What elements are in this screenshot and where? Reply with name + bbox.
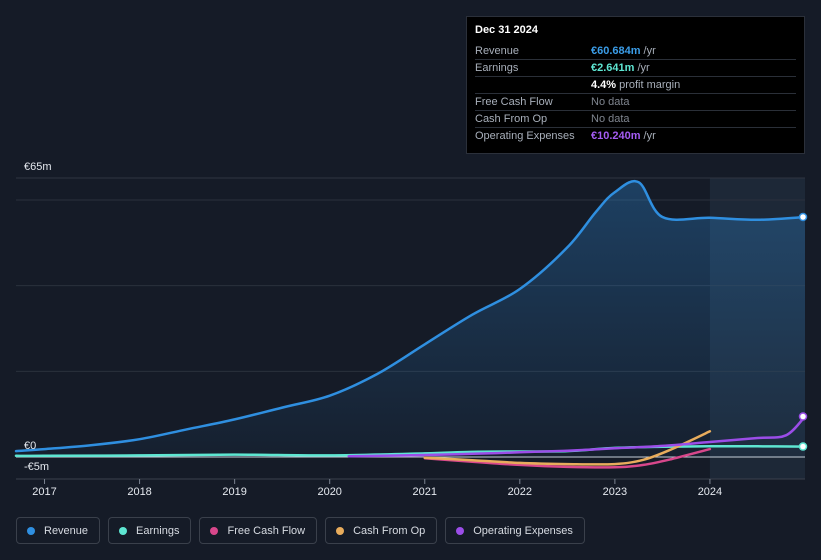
x-tick-label: 2021 [413,486,437,498]
tooltip-row-label: Revenue [475,45,520,57]
legend-item-operating-expenses[interactable]: Operating Expenses [445,517,585,544]
tooltip: Dec 31 2024 Revenue €60.684m/yr Earnings €2… [466,16,805,154]
legend-dot-icon [210,526,219,535]
x-tick-label: 2020 [317,486,341,498]
earnings-end-dot [798,442,808,451]
tooltip-row-value: 4.4% profit margin [591,79,681,91]
legend-dot-icon [27,526,35,535]
tooltip-row: Free Cash Flow No data [475,93,796,110]
tooltip-row-label: Cash From Op [475,113,548,125]
tooltip-rows: Revenue €60.684m/yr Earnings €2.641m/yr 4.4%… [475,43,796,144]
tooltip-row: Earnings €2.641m/yr [475,59,796,76]
tooltip-row-value: No data [591,113,630,125]
legend-item-cash-from-op[interactable]: Cash From Op [325,517,438,544]
revenue-end-dot [798,212,808,222]
y-tick-label: -€5m [24,461,49,473]
y-axis: €65m €0 -€5m [24,161,52,473]
tooltip-row-label: Operating Expenses [475,130,575,142]
legend-label: Revenue [44,524,89,537]
tooltip-row: Revenue €60.684m/yr [475,43,796,59]
tooltip-row: Cash From Op No data [475,110,796,127]
legend-label: Operating Expenses [473,524,573,537]
y-tick-label: €65m [24,161,52,173]
tooltip-row: Operating Expenses €10.240m/yr [475,127,796,144]
tooltip-date: Dec 31 2024 [475,24,538,36]
x-tick-label: 2017 [32,486,56,498]
x-tick-label: 2023 [603,486,627,498]
end-markers [798,212,808,451]
legend-label: Earnings [136,524,180,537]
x-tick-label: 2024 [698,486,722,498]
operating-expenses-end-dot [798,412,808,421]
tooltip-row-label [475,77,591,93]
legend: Revenue Earnings Free Cash Flow Cash From O… [16,517,593,544]
x-tick-label: 2022 [508,486,532,498]
tooltip-row-value: €60.684m/yr [591,45,656,57]
operating-expenses-line [347,415,807,458]
legend-label: Free Cash Flow [227,524,306,537]
tooltip-row-label: Earnings [475,62,519,74]
legend-item-free-cash-flow[interactable]: Free Cash Flow [199,517,318,544]
x-tick-label: 2018 [127,486,151,498]
y-tick-label: €0 [24,440,36,452]
revenue-line [14,179,807,453]
cash-from-op-line [423,430,712,466]
tooltip-row-value: €2.641m/yr [591,62,650,74]
area-layer [16,181,805,457]
tooltip-row: 4.4% profit margin [475,76,796,93]
tooltip-row-value: No data [591,96,630,108]
tooltip-row-label: Free Cash Flow [475,96,553,108]
x-tick-label: 2019 [222,486,246,498]
legend-item-revenue[interactable]: Revenue [16,517,101,544]
tooltip-row-value: €10.240m/yr [591,130,656,142]
legend-dot-icon [456,526,465,535]
legend-dot-icon [119,526,128,535]
legend-dot-icon [336,526,345,535]
x-axis: 2017 2018 2019 2020 2021 2022 2023 2024 [32,479,722,498]
free-cash-flow-line [423,447,712,469]
legend-item-earnings[interactable]: Earnings [108,517,192,544]
revenue-area [16,181,805,457]
series-layer [14,179,807,469]
earnings-line [14,445,807,458]
legend-label: Cash From Op [353,524,426,537]
